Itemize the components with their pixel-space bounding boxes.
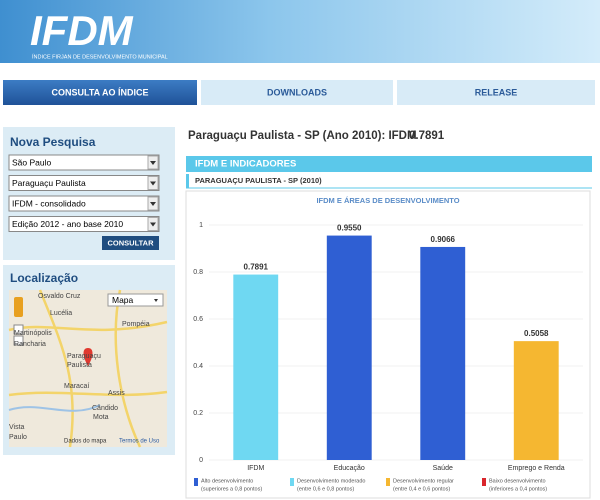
select-value[interactable]: São Paulo — [12, 157, 51, 167]
legend-swatch — [290, 478, 294, 486]
select-value[interactable]: Edição 2012 - ano base 2010 — [12, 219, 123, 229]
map[interactable] — [9, 290, 167, 447]
map-place: Maracaí — [64, 383, 89, 390]
map-place: Rancharia — [14, 341, 46, 348]
zoom-in[interactable] — [13, 324, 24, 335]
pegman[interactable] — [14, 297, 23, 317]
map-place: Cândido — [92, 405, 118, 412]
tab-label[interactable]: CONSULTA AO ÍNDICE — [52, 87, 149, 97]
legend-note: (entre 0,4 e 0,6 pontos) — [393, 486, 450, 492]
x-tick-label: Saúde — [433, 465, 453, 472]
header-banner — [0, 0, 600, 63]
map-river — [8, 404, 101, 412]
bar — [326, 235, 372, 460]
value-label: 0.7891 — [244, 263, 269, 272]
subsection-title: PARAGUAÇU PAULISTA - SP (2010) — [195, 176, 322, 185]
map-attribution: Dados do mapa — [64, 439, 107, 445]
legend-note: (superiores a 0,8 pontos) — [201, 486, 262, 492]
legend-swatch — [194, 478, 198, 486]
bar — [513, 341, 559, 460]
legend-note: (inferiores a 0,4 pontos) — [489, 486, 547, 492]
map-place: Paulista — [67, 362, 92, 369]
y-tick-label: 1 — [199, 222, 203, 229]
map-place: Osvaldo Cruz — [38, 293, 81, 300]
panel-title: Localização — [10, 271, 78, 285]
map-type-select[interactable] — [107, 293, 164, 307]
subsection-marker — [186, 174, 189, 188]
map-place: Lucélia — [50, 310, 72, 317]
map-place: Mota — [93, 414, 109, 421]
map-place: Martinópolis — [14, 330, 52, 337]
y-tick-label: 0.4 — [193, 363, 203, 370]
value-label: 0.5058 — [524, 329, 549, 338]
dropdown-arrow — [150, 202, 156, 206]
tab-label[interactable]: RELEASE — [475, 87, 518, 97]
legend-label: Desenvolvimento regular — [393, 478, 454, 484]
tab-label[interactable]: DOWNLOADS — [267, 87, 327, 97]
x-tick-label: Educação — [334, 465, 365, 472]
select-value[interactable]: IFDM - consolidado — [12, 198, 86, 208]
x-tick-label: Emprego e Renda — [508, 465, 565, 472]
map-place: Pompéia — [122, 321, 150, 328]
dropdown-arrow — [150, 222, 156, 227]
dropdown-arrow — [150, 161, 156, 165]
tab[interactable] — [201, 80, 393, 105]
x-tick-label: IFDM — [247, 465, 264, 472]
select[interactable] — [8, 154, 160, 171]
tab[interactable] — [3, 80, 197, 105]
button[interactable] — [102, 236, 159, 250]
select-value[interactable]: Paraguaçu Paulista — [12, 178, 86, 188]
tab[interactable] — [397, 80, 595, 105]
section-title: IFDM E INDICADORES — [195, 159, 296, 170]
map-place: Assis — [108, 390, 125, 397]
map-place: Paraguaçu — [67, 353, 101, 360]
select[interactable] — [8, 175, 160, 191]
dropdown-arrow — [154, 299, 158, 302]
legend-label: Baixo desenvolvimento — [489, 478, 546, 484]
map-type[interactable]: Mapa — [112, 295, 134, 305]
legend-label: Alto desenvolvimento — [201, 478, 253, 484]
section-bar — [186, 156, 592, 172]
map-place: Paulo — [9, 434, 27, 441]
value-label: 0.9550 — [337, 224, 362, 233]
bar — [233, 274, 279, 460]
logo-subtitle: ÍNDICE FIRJAN DE DESENVOLVIMENTO MUNICIP… — [32, 53, 168, 60]
select[interactable] — [8, 216, 160, 232]
zoom-out[interactable] — [13, 335, 24, 346]
map-terms[interactable]: Termos de Uso — [119, 439, 160, 445]
button-label[interactable]: CONSULTAR — [108, 238, 155, 247]
y-tick-label: 0.8 — [193, 269, 203, 276]
y-tick-label: 0.2 — [193, 410, 203, 417]
chart-title: IFDM E ÁREAS DE DESENVOLVIMENTO — [316, 196, 459, 205]
result-score: 0.7891 — [409, 130, 445, 142]
legend-swatch — [386, 478, 390, 486]
logo: IFDM — [30, 7, 134, 54]
map-place: Vista — [9, 424, 25, 431]
map-pin — [83, 348, 93, 366]
value-label: 0.9066 — [431, 235, 456, 244]
map-road — [8, 289, 168, 448]
panel-title: Nova Pesquisa — [10, 135, 96, 149]
select[interactable] — [8, 195, 160, 212]
legend-note: (entre 0,6 e 0,8 pontos) — [297, 486, 354, 492]
bar — [420, 246, 466, 460]
legend-swatch — [482, 478, 486, 486]
legend-label: Desenvolvimento moderado — [297, 478, 365, 484]
y-tick-label: 0 — [199, 457, 203, 464]
result-heading: Paraguaçu Paulista - SP (Ano 2010): IFDM — [188, 130, 417, 142]
dropdown-arrow — [150, 181, 156, 186]
y-tick-label: 0.6 — [193, 316, 203, 323]
